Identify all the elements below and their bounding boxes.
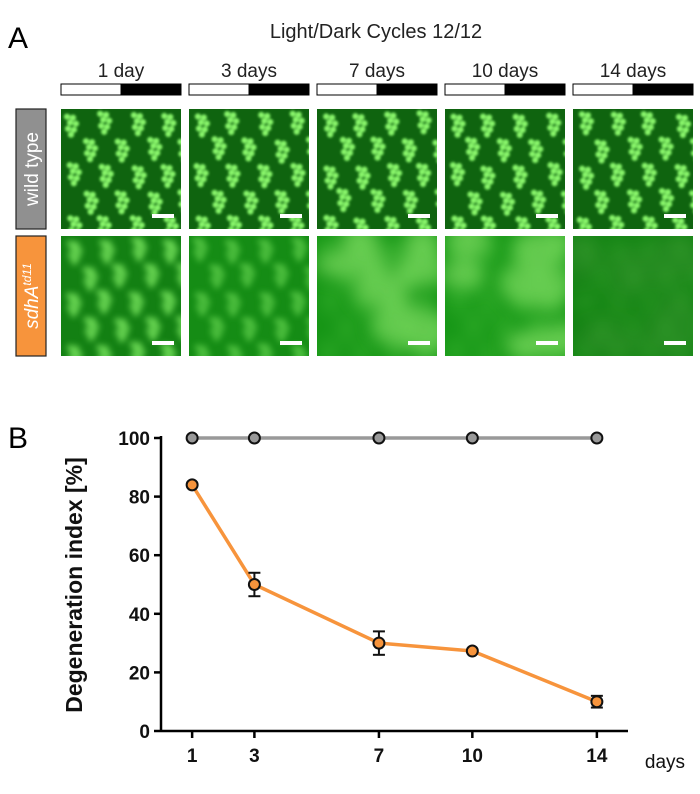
y-tick-label: 20 [129,663,150,684]
micrograph-grid [61,109,693,356]
micrograph-tile [573,236,693,356]
day-label: 7 days [349,61,405,82]
micrograph-tile [445,236,565,356]
x-tick-label: 14 [586,746,608,767]
day-label: 10 days [472,61,539,82]
light-phase-bar [60,83,122,96]
degeneration-chart: 0 20 40 60 80 100 1 3 7 10 14 Degeneration index [… [61,429,685,773]
day-headers: 1 day 3 days 7 days 10 days 14 days [60,61,694,96]
y-tick-label: 0 [139,722,150,743]
micrograph-tile [189,109,309,229]
chart-axes: 0 20 40 60 80 100 1 3 7 10 14 [118,429,628,767]
scale-bar [536,214,558,218]
micrograph-tile [61,236,181,356]
dark-phase-bar [376,83,438,96]
series-line [190,483,598,704]
x-tick-label: 1 [187,746,198,767]
panel-b-letter: B [8,422,28,455]
light-phase-bar [316,83,378,96]
data-point [590,695,604,709]
x-tick-label: 3 [249,746,260,767]
dark-phase-bar [504,83,566,96]
micrograph-tile [317,236,437,356]
dark-phase-bar [248,83,310,96]
scale-bar [280,214,302,218]
data-point [590,431,604,445]
data-point [185,478,199,492]
scale-bar [664,341,686,345]
day-label: 14 days [600,61,667,82]
row-labels: wild type sdhAtd11 [15,108,47,357]
data-point [247,578,261,591]
light-phase-bar [188,83,250,96]
series-0 [185,431,604,445]
panel-a-letter: A [8,22,28,55]
dark-phase-bar [632,83,694,96]
data-point [372,431,386,445]
micrograph-tile [445,109,565,229]
y-axis-title: Degeneration index [%] [61,457,87,713]
x-tick-label: 10 [462,746,483,767]
scale-bar [664,214,686,218]
micrograph-tile [61,109,181,229]
row-label: wild type [22,132,43,207]
scale-bar [152,341,174,345]
day-label: 3 days [221,61,277,82]
scale-bar [280,341,302,345]
data-point [185,431,199,445]
series-1 [185,478,604,709]
dark-phase-bar [120,83,182,96]
scale-bar [408,214,430,218]
row-label: sdhAtd11 [20,263,43,329]
row-label-box [15,108,47,230]
data-point [247,431,261,445]
day-label: 1 day [98,61,145,82]
data-point [465,644,479,658]
x-axis-unit-label: days [645,752,685,773]
data-point [372,636,386,650]
scale-bar [408,341,430,345]
x-tick-label: 7 [374,746,385,767]
y-tick-label: 100 [118,429,150,450]
micrograph-tile [573,109,693,229]
scale-bar [152,214,174,218]
data-point [465,431,479,445]
y-tick-label: 80 [129,488,150,509]
panel-a-title: Light/Dark Cycles 12/12 [270,21,482,43]
micrograph-tile [317,109,437,229]
chart-series [185,431,604,709]
light-phase-bar [572,83,634,96]
row-label-box [15,235,47,357]
y-tick-label: 40 [129,605,150,626]
y-tick-label: 60 [129,546,150,567]
light-phase-bar [444,83,506,96]
scale-bar [536,341,558,345]
micrograph-tile [189,236,309,356]
